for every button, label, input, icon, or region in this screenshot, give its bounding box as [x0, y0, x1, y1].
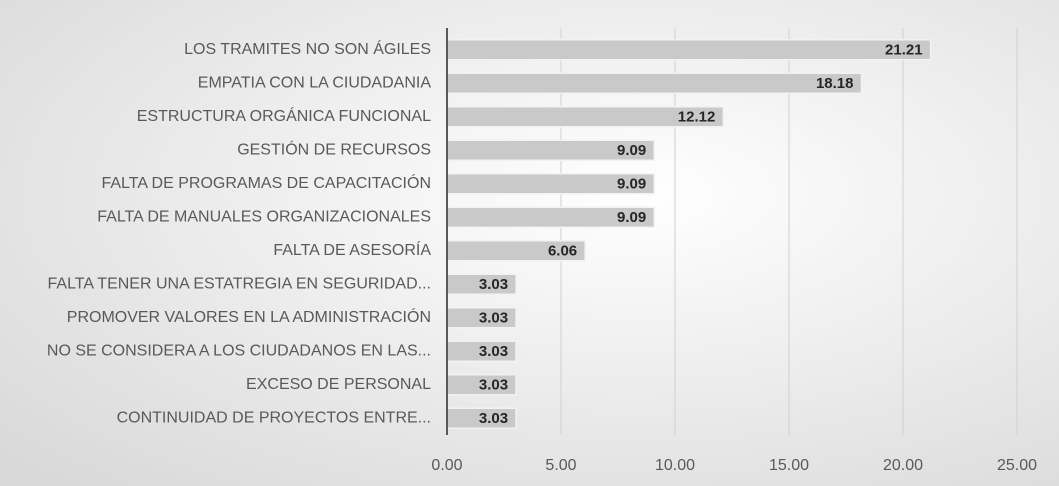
value-label: 18.18 [816, 75, 854, 92]
x-tick-label: 0.00 [431, 457, 462, 474]
value-label: 12.12 [678, 109, 716, 126]
y-tick-label: EXCESO DE PERSONAL [246, 376, 431, 393]
page: {"chart_data": {"type": "bar", "orientat… [0, 0, 1059, 486]
y-tick-label: CONTINUIDAD DE PROYECTOS ENTRE... [117, 409, 431, 426]
x-tick-label: 20.00 [883, 457, 923, 474]
value-label: 9.09 [617, 142, 646, 159]
bar [447, 40, 931, 60]
y-tick-label: ESTRUCTURA ORGÁNICA FUNCIONAL [137, 106, 431, 125]
value-label: 9.09 [617, 176, 646, 193]
value-label: 3.03 [479, 276, 508, 293]
value-label: 3.03 [479, 310, 508, 327]
y-tick-label: FALTA TENER UNA ESTATREGIA EN SEGURIDAD.… [48, 275, 432, 292]
y-tick-label: LOS TRAMITES NO SON ÁGILES [184, 39, 431, 58]
x-tick-label: 15.00 [769, 457, 809, 474]
y-tick-label: FALTA DE ASESORÍA [273, 240, 431, 259]
x-tick-label: 5.00 [545, 457, 576, 474]
bar [447, 73, 862, 93]
y-tick-label: NO SE CONSIDERA A LOS CIUDADANOS EN LAS.… [47, 342, 431, 359]
y-tick-label: PROMOVER VALORES EN LA ADMINISTRACIÓN [67, 307, 431, 326]
y-tick-label: FALTA DE PROGRAMAS DE CAPACITACIÓN [101, 173, 431, 192]
y-tick-label: EMPATIA CON LA CIUDADANIA [198, 74, 432, 91]
x-tick-label: 25.00 [997, 457, 1037, 474]
y-tick-label: GESTIÓN DE RECURSOS [237, 139, 431, 158]
value-label: 21.21 [885, 42, 923, 59]
value-label: 3.03 [479, 377, 508, 394]
value-label: 3.03 [479, 343, 508, 360]
chart: 0.00 5.00 10.00 15.00 20.00 25.00 LOS TRAMITES… [0, 0, 1059, 486]
value-label: 3.03 [479, 410, 508, 427]
value-label: 9.09 [617, 209, 646, 226]
value-label: 6.06 [548, 243, 577, 260]
y-tick-label: FALTA DE MANUALES ORGANIZACIONALES [97, 208, 431, 225]
x-tick-label: 10.00 [655, 457, 695, 474]
